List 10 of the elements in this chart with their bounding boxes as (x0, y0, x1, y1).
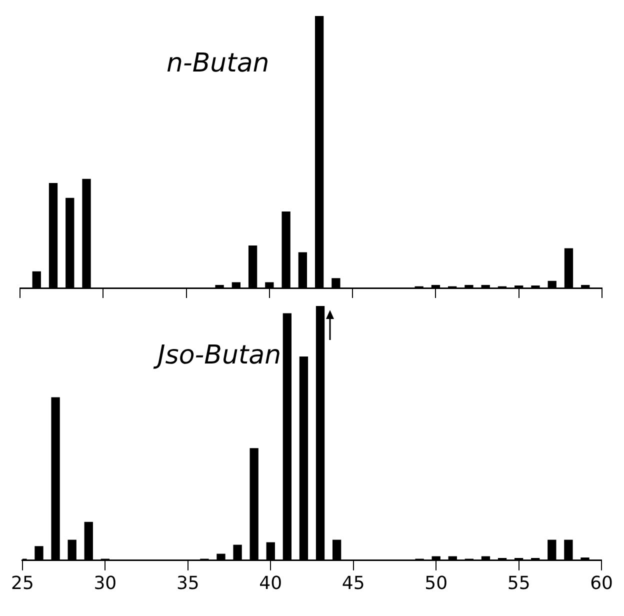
x-tick-label: 40 (259, 572, 282, 594)
x-tick-label: 35 (176, 572, 200, 594)
x-tick-label: 25 (11, 572, 34, 594)
x-tick-label: 55 (507, 572, 530, 594)
x-tick-label: 60 (590, 572, 613, 594)
text: n-Butan (166, 48, 270, 79)
text: Jso-Butan (152, 340, 282, 371)
x-tick-label: 30 (94, 572, 117, 594)
x-tick-label: 50 (424, 572, 448, 594)
x-tick-label: 45 (342, 572, 365, 594)
